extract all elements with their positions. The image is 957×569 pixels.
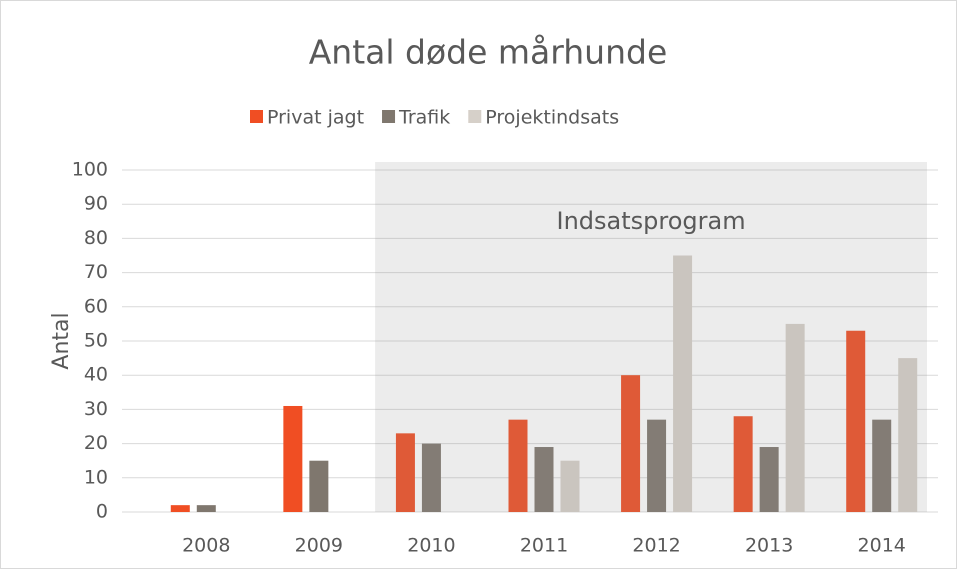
y-tick-label: 50	[84, 330, 108, 352]
bar	[872, 419, 892, 512]
legend-label: Privat jagt	[267, 107, 364, 129]
x-tick-label: 2009	[295, 535, 343, 557]
shaded-region	[375, 162, 928, 512]
bar	[621, 375, 641, 512]
shaded-region-label: Indsatsprogram	[557, 207, 746, 235]
legend-swatch	[382, 110, 396, 123]
y-tick-label: 20	[84, 432, 108, 454]
bar	[421, 443, 441, 512]
bar	[647, 419, 667, 512]
bar	[283, 405, 303, 512]
x-tick-label: 2012	[632, 535, 680, 557]
bar	[733, 416, 753, 512]
x-tick-label: 2011	[520, 535, 568, 557]
legend-swatch	[250, 110, 263, 123]
y-tick-label: 0	[96, 501, 108, 523]
y-tick-label: 100	[72, 159, 108, 181]
bar	[560, 460, 580, 512]
legend-label: Projektindsats	[485, 107, 619, 129]
x-tick-label: 2013	[745, 535, 793, 557]
y-tick-label: 40	[84, 364, 108, 386]
y-tick-label: 70	[84, 261, 108, 283]
y-tick-label: 60	[84, 295, 108, 317]
y-tick-label: 30	[84, 398, 108, 420]
x-tick-label: 2014	[858, 535, 906, 557]
bar	[170, 505, 190, 512]
bar	[508, 419, 528, 512]
y-tick-label: 90	[84, 193, 108, 215]
y-axis-label: Antal	[49, 312, 74, 369]
legend-label: Trafik	[398, 107, 450, 129]
bar	[196, 505, 216, 512]
bar	[309, 460, 329, 512]
bar	[898, 358, 918, 512]
chart-title: Antal døde mårhunde	[309, 33, 668, 72]
bar	[846, 330, 866, 512]
bar	[534, 447, 554, 512]
bar	[785, 323, 805, 512]
y-tick-label: 80	[84, 227, 108, 249]
x-tick-label: 2010	[407, 535, 455, 557]
bar	[395, 433, 415, 512]
y-tick-label: 10	[84, 466, 108, 488]
bar	[673, 255, 693, 512]
bar	[759, 447, 779, 512]
legend-swatch	[468, 110, 482, 123]
x-tick-label: 2008	[182, 535, 230, 557]
